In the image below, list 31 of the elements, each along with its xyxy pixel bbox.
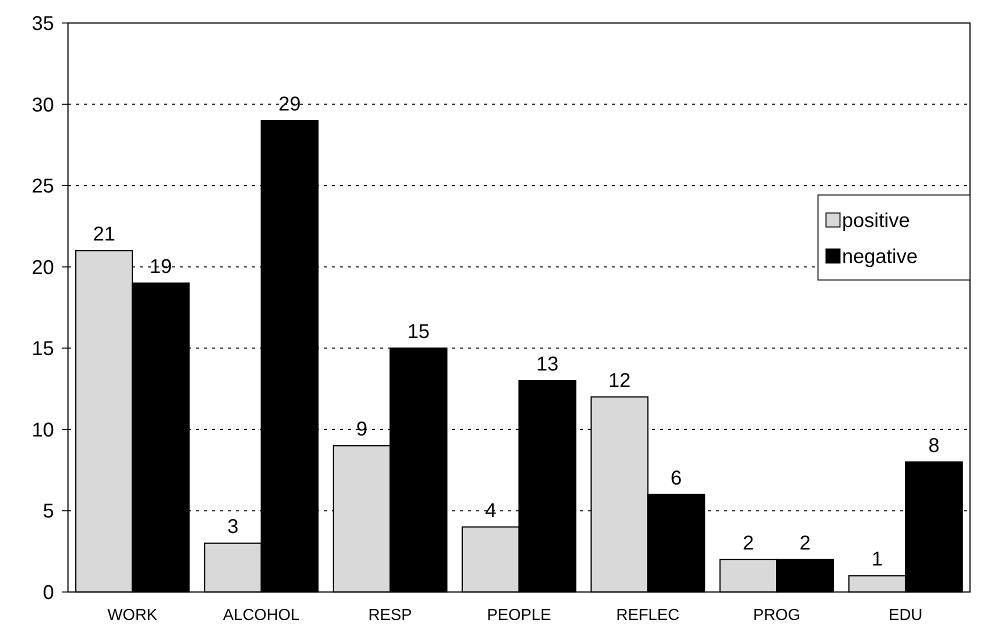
data-label: 21 [92, 224, 116, 246]
data-label: 3 [227, 516, 238, 538]
legend-label: negative [842, 246, 918, 268]
data-label: 6 [670, 467, 682, 490]
data-label: 19 [150, 256, 172, 278]
data-label: 2 [742, 532, 754, 554]
y-tick-label: 35 [32, 13, 54, 35]
y-tick-label: 15 [32, 338, 54, 360]
data-label: 2 [800, 532, 811, 554]
data-label: 12 [608, 370, 631, 392]
y-tick-label: 5 [42, 500, 54, 523]
data-label: 8 [928, 434, 940, 457]
x-tick-label: PROG [753, 607, 800, 624]
legend-label: positive [842, 210, 910, 232]
data-label: 13 [536, 354, 558, 376]
x-tick-label: REFLEC [616, 607, 680, 624]
x-tick-label: EDU [888, 607, 922, 624]
data-label: 15 [407, 321, 430, 344]
y-tick-label: 10 [32, 419, 54, 442]
x-tick-label: WORK [108, 607, 158, 624]
y-tick-label: 25 [32, 176, 54, 198]
x-tick-label: ALCOHOL [223, 607, 300, 624]
y-tick-label: 30 [32, 94, 54, 116]
x-tick-label: PEOPLE [486, 607, 552, 624]
data-label: 1 [872, 548, 883, 571]
x-tick-label: RESP [368, 607, 412, 624]
data-label: 29 [278, 94, 301, 116]
data-label: 4 [485, 500, 496, 522]
data-label: 9 [356, 418, 368, 441]
y-tick-label: 20 [32, 256, 54, 279]
y-tick-label: 0 [42, 582, 54, 604]
